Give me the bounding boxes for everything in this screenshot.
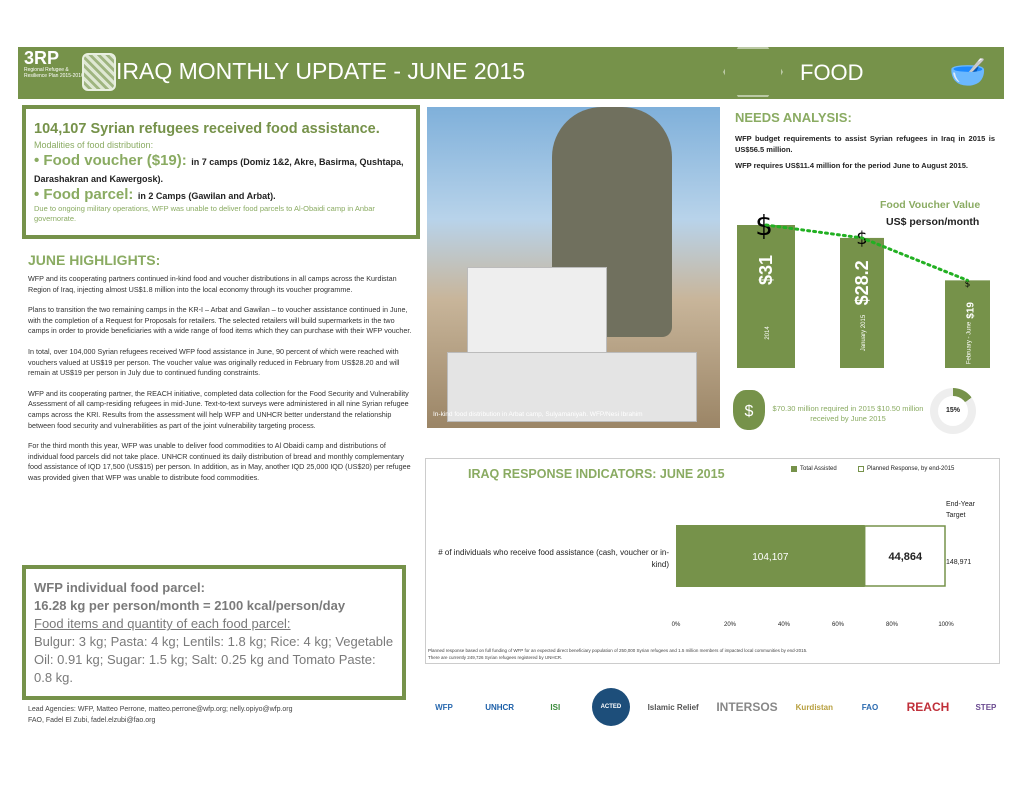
voucher-value-label: $31 (756, 255, 776, 285)
logo-intersos: INTERSOS (716, 700, 778, 714)
response-indicators: IRAQ RESPONSE INDICATORS: JUNE 2015 Tota… (425, 458, 1000, 664)
money-bag-icon: $ (733, 390, 765, 430)
logo-fao: FAO (861, 702, 879, 712)
voucher-bar (840, 237, 884, 368)
x-axis: 0% 20% 40% 60% 80% 100% (672, 622, 954, 632)
funding-text: $70.30 million required in 2015 $10.50 m… (772, 404, 924, 423)
footnote-line: There are currently 249,726 Syrian refug… (428, 655, 563, 660)
lead-agencies-fao: FAO, Fadel El Zubi, fadel.elzubi@fao.org (28, 717, 156, 724)
highlights-title: JUNE HIGHLIGHTS: (28, 252, 161, 268)
3rp-logo: 3RP Regional Refugee & Resilience Plan 20… (24, 49, 84, 97)
voucher-text: in 7 camps (Domiz 1&2, Akre, Basirma, Qu… (34, 157, 404, 184)
x-tick-label: 20% (723, 622, 737, 628)
highlight-paragraph: Plans to transition the two remaining ca… (28, 305, 412, 336)
footnote-line: Planned response based on full funding o… (428, 648, 808, 653)
dollar-sign-icon: $ (755, 209, 773, 242)
globe-logo-icon (82, 53, 116, 91)
funding-donut: 15% (930, 388, 976, 434)
lead-agencies-wfp: Lead Agencies: WFP, Matteo Perrone, matt… (28, 706, 293, 713)
partner-logos: WFP UNHCR ISI ACTED Islamic Relief INTERSOS Ku… (425, 683, 1005, 731)
highlight-paragraph: In total, over 104,000 Syrian refugees r… (28, 346, 400, 378)
voucher-chart-subtitle: US$ person/month (886, 216, 980, 228)
logo-step: STEP (975, 702, 997, 712)
legend-total-assisted: Total Assisted (791, 466, 837, 472)
voucher-category-label: 2014 (765, 326, 771, 340)
legend-planned: Planned Response, by end-2015 (858, 466, 954, 472)
food-voucher-chart: $31 2014 $ $28.2 January 2015 $ $19 February - … (737, 209, 990, 368)
logo-kurdistan: Kurdistan (795, 702, 833, 712)
bar-label-assisted: 104,107 (752, 552, 789, 563)
response-title: IRAQ RESPONSE INDICATORS: JUNE 2015 (468, 467, 725, 481)
response-footnote: Planned response based on full funding o… (426, 647, 807, 661)
summary-note: Due to ongoing military operations, WFP … (34, 204, 375, 223)
photo-caption: In-kind food distribution in Arbat camp,… (433, 411, 643, 418)
parcel-items-label: Food items and quantity of each food par… (34, 616, 291, 631)
3rp-logo-subtitle: Regional Refugee & Resilience Plan 2015-… (24, 67, 84, 79)
voucher-bar (945, 280, 990, 368)
x-tick-label: 100% (938, 622, 954, 628)
voucher-bar (737, 225, 795, 368)
highlight-paragraph: For the third month this year, WFP was u… (28, 441, 411, 482)
funding-percent: 15% (938, 396, 968, 426)
x-tick-label: 60% (831, 622, 845, 628)
parcel-title: • Food parcel: (34, 186, 134, 203)
x-tick-label: 80% (885, 622, 899, 628)
parcel-items: Bulgur: 3 kg; Pasta: 4 kg; Lentils: 1.8 … (34, 634, 394, 685)
logo-unhcr: UNHCR (485, 702, 515, 712)
food-bowl-icon: 🥣 (949, 56, 987, 89)
3rp-logo-text: 3RP (24, 48, 60, 68)
logo-isi: ISI (550, 702, 561, 712)
photo-food-boxes (447, 352, 697, 422)
bar-label-planned: 44,864 (889, 551, 924, 563)
voucher-chart-title: Food Voucher Value (880, 199, 981, 211)
highlight-paragraph: WFP and its cooperating partners continu… (28, 274, 397, 294)
summary-headline: 104,107 Syrian refugees received food as… (34, 121, 380, 137)
needs-p1: WFP budget requirements to assist Syrian… (735, 134, 995, 154)
parcel-kcal: 16.28 kg per person/month = 2100 kcal/pe… (34, 598, 346, 613)
sector-title: FOOD (800, 60, 864, 85)
june-highlights: JUNE HIGHLIGHTS: WFP and its cooperating… (28, 252, 413, 494)
logo-acted: ACTED (591, 688, 630, 726)
needs-title: NEEDS ANALYSIS: (735, 110, 852, 125)
modalities-label: Modalities of food distribution: (34, 140, 154, 150)
legend-label: Total Assisted (800, 466, 837, 472)
food-parcel-box: WFP individual food parcel: 16.28 kg per… (22, 565, 406, 700)
response-bar: 104,107 44,864 (676, 525, 946, 587)
indicator-label: # of individuals who receive food assist… (438, 548, 669, 569)
needs-p2: WFP requires US$11.4 million for the per… (735, 161, 968, 170)
voucher-title: • Food voucher ($19): (34, 152, 187, 169)
summary-box: 104,107 Syrian refugees received food as… (22, 105, 420, 239)
legend-label: Planned Response, by end-2015 (867, 466, 955, 472)
voucher-category-label: February - June (967, 321, 973, 364)
logo-wfp: WFP (435, 702, 453, 712)
voucher-value-label: $28.2 (852, 260, 872, 305)
hexagon-watermark-icon (723, 47, 783, 97)
header-banner: 3RP Regional Refugee & Resilience Plan 20… (18, 47, 1004, 99)
needs-analysis: NEEDS ANALYSIS: WFP budget requirements … (735, 110, 995, 176)
target-value: 148,971 (946, 559, 972, 566)
dollar-sign-icon: $ (965, 279, 971, 289)
voucher-value-label: $19 (966, 302, 977, 319)
logo-reach: REACH (906, 700, 950, 714)
voucher-category-label: January 2015 (861, 314, 867, 351)
x-tick-label: 40% (777, 622, 791, 628)
bar-total-assisted (676, 525, 865, 587)
parcel-box-title: WFP individual food parcel: (34, 580, 205, 595)
parcel-text: in 2 Camps (Gawilan and Arbat). (137, 191, 276, 201)
distribution-photo: In-kind food distribution in Arbat camp,… (427, 107, 720, 428)
bar-planned-response (863, 525, 946, 587)
logo-islamic-relief: Islamic Relief (647, 702, 699, 712)
page-title: IRAQ MONTHLY UPDATE - JUNE 2015 (116, 58, 525, 84)
lead-agencies: Lead Agencies: WFP, Matteo Perrone, matt… (28, 704, 293, 726)
photo-food-box (467, 267, 607, 357)
x-tick-label: 0% (671, 622, 681, 628)
highlight-paragraph: WFP and its cooperating partner, the REA… (28, 388, 409, 430)
target-label: End-Year Target (946, 501, 975, 519)
voucher-trend-line (764, 223, 969, 282)
